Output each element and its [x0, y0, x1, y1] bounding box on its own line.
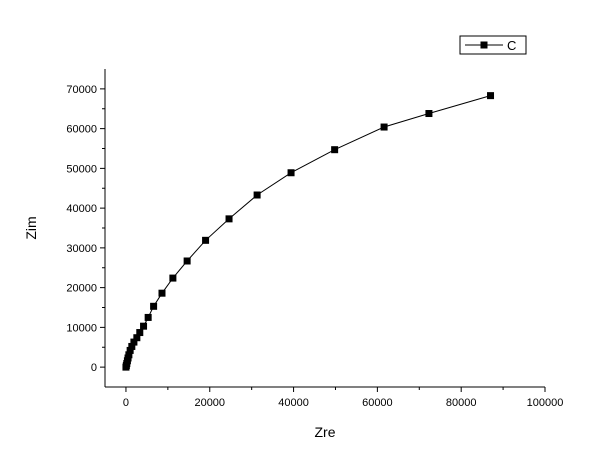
x-tick-label: 80000 [446, 397, 477, 409]
y-ticks: 0 10000 20000 30000 40000 50000 60000 70000 [66, 84, 105, 374]
data-point [287, 169, 295, 177]
data-point [150, 302, 158, 310]
data-point [158, 289, 166, 297]
y-tick-label: 20000 [66, 283, 97, 295]
legend-marker-swatch [480, 41, 488, 49]
data-point [183, 257, 191, 265]
data-point [225, 215, 233, 223]
data-point [425, 110, 433, 118]
x-axis-title: Zre [315, 424, 336, 440]
x-tick-label: 60000 [362, 397, 393, 409]
x-tick-label: 20000 [194, 397, 225, 409]
plot-area [122, 92, 495, 371]
axes [104, 69, 545, 388]
y-axis-title: Zim [23, 216, 39, 239]
x-tick-label: 0 [123, 397, 129, 409]
data-point [253, 191, 261, 199]
data-point [140, 322, 148, 330]
x-tick-label: 100000 [527, 397, 564, 409]
data-point [331, 146, 339, 154]
y-tick-label: 10000 [66, 322, 97, 334]
legend: C [459, 35, 527, 55]
data-point [128, 342, 136, 350]
x-ticks: 0 20000 40000 60000 80000 100000 [123, 387, 563, 409]
data-point [144, 313, 152, 321]
y-tick-label: 70000 [66, 84, 97, 96]
data-point [169, 274, 177, 282]
y-tick-label: 40000 [66, 203, 97, 215]
data-point [125, 351, 133, 359]
y-tick-label: 30000 [66, 243, 97, 255]
data-point [487, 92, 495, 100]
y-tick-label: 0 [91, 362, 97, 374]
y-tick-label: 60000 [66, 124, 97, 136]
data-point [133, 334, 141, 342]
data-point [380, 123, 388, 131]
x-tick-label: 40000 [278, 397, 309, 409]
data-point [202, 236, 210, 244]
legend-entry-label: C [507, 38, 516, 53]
series-line [125, 95, 491, 368]
data-point [136, 329, 144, 337]
data-point [130, 338, 138, 346]
y-tick-label: 50000 [66, 163, 97, 175]
data-point [126, 346, 134, 354]
